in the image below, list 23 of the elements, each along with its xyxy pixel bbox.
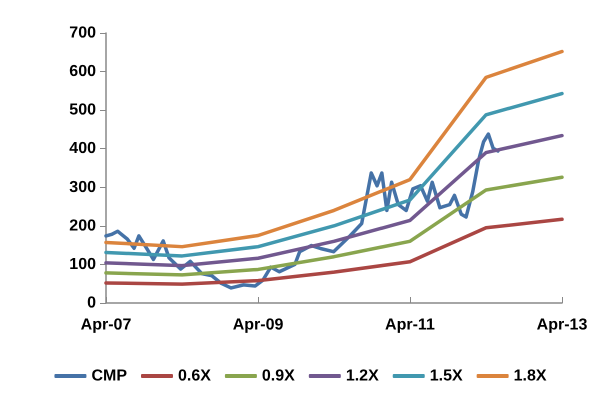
- y-tick-label: 300: [69, 178, 96, 196]
- line-series: [104, 92, 564, 258]
- x-tick-label: Apr-13: [536, 316, 588, 334]
- y-tick-label: 600: [69, 63, 96, 80]
- y-tick-label: 400: [69, 140, 96, 158]
- y-tick-label: 200: [69, 217, 96, 234]
- x-tick-label: Apr-09: [232, 316, 284, 334]
- y-tick-label: 100: [69, 256, 96, 273]
- line-series: [104, 176, 564, 277]
- y-tick-label: 700: [69, 24, 96, 42]
- legend-label: 0.9X: [262, 368, 296, 384]
- line-series: [104, 50, 564, 248]
- legend-label: 1.5X: [430, 368, 463, 384]
- legend-label: 1.8X: [514, 368, 547, 384]
- legend-label: 1.2X: [346, 368, 380, 384]
- legend-label: 0.6X: [178, 368, 212, 384]
- y-tick-label: 0: [87, 294, 96, 312]
- line-series: [104, 218, 564, 286]
- legend-label: CMP: [91, 368, 128, 384]
- line-series: [104, 134, 564, 268]
- x-tick-label: Apr-07: [80, 316, 132, 334]
- x-tick-label: Apr-11: [385, 316, 435, 334]
- y-tick-label: 500: [69, 102, 96, 119]
